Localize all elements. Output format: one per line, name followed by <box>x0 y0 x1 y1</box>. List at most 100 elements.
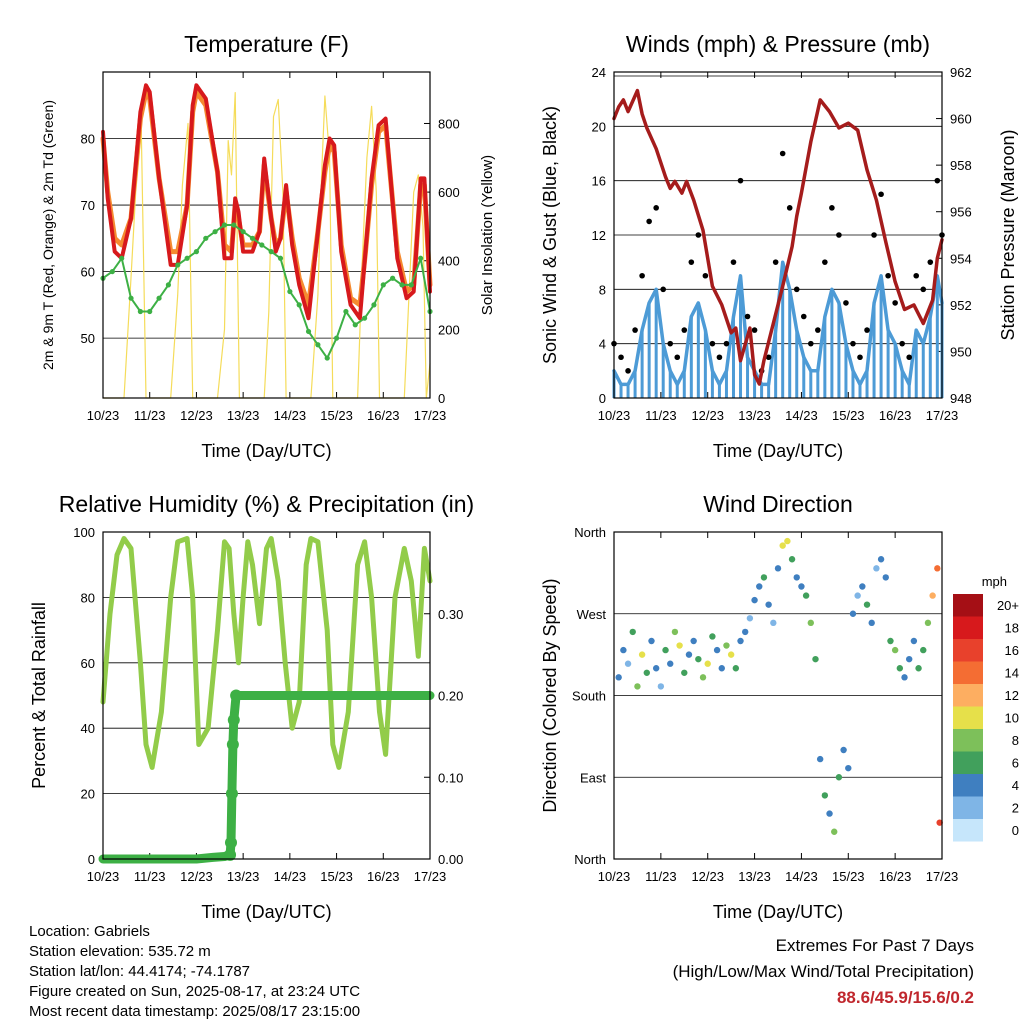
humidity-xtick-label: 12/23 <box>180 869 213 884</box>
legend-swatch <box>953 751 983 774</box>
gust-point <box>857 354 863 361</box>
gust-point <box>822 259 828 265</box>
wind-direction-point <box>751 596 758 604</box>
wind-direction-point <box>906 655 913 663</box>
wind-direction-point <box>709 633 716 640</box>
winds-xtick-label: 17/23 <box>926 408 959 423</box>
wind-direction-point <box>695 655 702 663</box>
wind-direction-point <box>934 565 941 572</box>
wind-direction-point <box>770 619 777 627</box>
wind-direction-point <box>873 565 880 572</box>
extremes-subtitle: (High/Low/Max Wind/Total Precipitation) <box>672 962 974 981</box>
direction-frame <box>613 531 943 860</box>
wind-direction-point <box>676 642 683 649</box>
winds-ytick-right-label: 956 <box>950 205 972 220</box>
humidity-line <box>100 536 433 770</box>
winds-ytick-right-label: 960 <box>950 112 972 127</box>
wind-direction-point <box>816 755 824 763</box>
humidity-ytick-right-label: 0.20 <box>438 689 463 704</box>
temperature-xtick-label: 17/23 <box>414 408 447 423</box>
winds-ylabel: Sonic Wind & Gust (Blue, Black) <box>540 106 560 364</box>
wind-direction-point <box>634 683 641 690</box>
winds-xtick-label: 16/23 <box>879 408 912 423</box>
temperature-xtick-label: 16/23 <box>367 408 400 423</box>
temperature-ylabel-right: Solar Insolation (Yellow) <box>479 155 496 315</box>
humidity-ytick-label: 40 <box>81 721 95 736</box>
wind-direction-point <box>742 628 749 636</box>
gust-point <box>864 327 870 333</box>
wind-direction-point <box>936 819 943 826</box>
winds-frame <box>613 71 943 399</box>
temperature-ytick-right-label: 800 <box>438 116 460 131</box>
temperature-xtick-label: 14/23 <box>274 408 307 423</box>
wind-direction-point <box>891 646 899 654</box>
gust-point <box>920 286 927 293</box>
gust-point <box>618 354 624 361</box>
gust-point <box>688 259 695 265</box>
winds-ylabel-right: Station Pressure (Maroon) <box>998 129 1018 340</box>
gust-point <box>730 259 737 265</box>
winds-xtick-label: 10/23 <box>598 408 631 423</box>
gust-point <box>934 177 941 184</box>
wind-direction-point <box>910 637 918 645</box>
legend-swatch <box>953 594 983 617</box>
legend-swatch <box>953 616 983 639</box>
gust-point <box>906 354 912 361</box>
gust-point <box>681 327 688 333</box>
location-text: Location: Gabriels <box>29 923 150 940</box>
wind-direction-point <box>760 574 768 581</box>
wind-direction-point <box>831 828 838 835</box>
created-text: Figure created on Sun, 2025-08-17, at 23… <box>29 983 361 1000</box>
winds-ytick-label: 0 <box>599 391 606 406</box>
winds-ytick-right-label: 948 <box>950 391 972 406</box>
temperature-ytick-right-label: 200 <box>438 322 460 337</box>
winds-ytick-label: 4 <box>599 337 606 352</box>
temperature-ytick-right-label: 400 <box>438 254 460 269</box>
humidity-xtick-label: 10/23 <box>87 869 120 884</box>
winds-ytick-label: 20 <box>592 119 606 134</box>
gust-point <box>716 354 723 361</box>
temperature-ytick-label: 50 <box>81 331 95 346</box>
gust-point <box>737 177 744 184</box>
temperature-frame <box>102 71 431 399</box>
legend-label: 16 <box>1005 643 1019 658</box>
legend-title: mph <box>982 574 1007 589</box>
temperature-xtick-label: 11/23 <box>134 408 166 423</box>
direction-xtick-label: 15/23 <box>832 869 865 884</box>
gust-point <box>779 150 786 157</box>
temperature-ylabel: 2m & 9m T (Red, Orange) & 2m Td (Green) <box>40 100 56 370</box>
temperature-xtick-label: 12/23 <box>180 408 213 423</box>
wind-direction-point <box>896 665 904 672</box>
gust-point <box>765 354 772 361</box>
wind-direction-point <box>929 592 936 599</box>
wind-direction-point <box>774 565 782 572</box>
precipitation-point <box>230 689 243 702</box>
gust-point <box>808 340 814 347</box>
wind-direction-point <box>915 665 922 672</box>
gust-point <box>667 340 674 347</box>
gust-point <box>927 259 934 265</box>
direction-title: Wind Direction <box>703 491 853 517</box>
winds-ytick-label: 12 <box>592 228 606 243</box>
gust-point <box>639 272 645 279</box>
gust-point <box>850 340 856 347</box>
wind-direction-point <box>821 792 829 799</box>
wind-direction-point <box>615 674 622 681</box>
gust-point <box>843 300 849 306</box>
humidity-ytick-label: 100 <box>73 525 95 540</box>
gust-point <box>836 232 842 238</box>
legend-label: 18 <box>1005 621 1019 636</box>
winds-ytick-right-label: 958 <box>950 158 972 173</box>
wind-direction-point <box>746 615 754 622</box>
wind-direction-point <box>812 655 819 663</box>
direction-xtick-label: 17/23 <box>926 869 959 884</box>
wind-direction-point <box>924 619 932 627</box>
precipitation-point <box>224 848 237 861</box>
humidity-ytick-label: 0 <box>88 852 95 867</box>
legend-swatch <box>953 661 983 684</box>
gust-point <box>815 327 821 333</box>
wind-direction-point <box>868 619 875 627</box>
precipitation-point <box>226 738 239 751</box>
wind-direction-point <box>793 574 800 581</box>
